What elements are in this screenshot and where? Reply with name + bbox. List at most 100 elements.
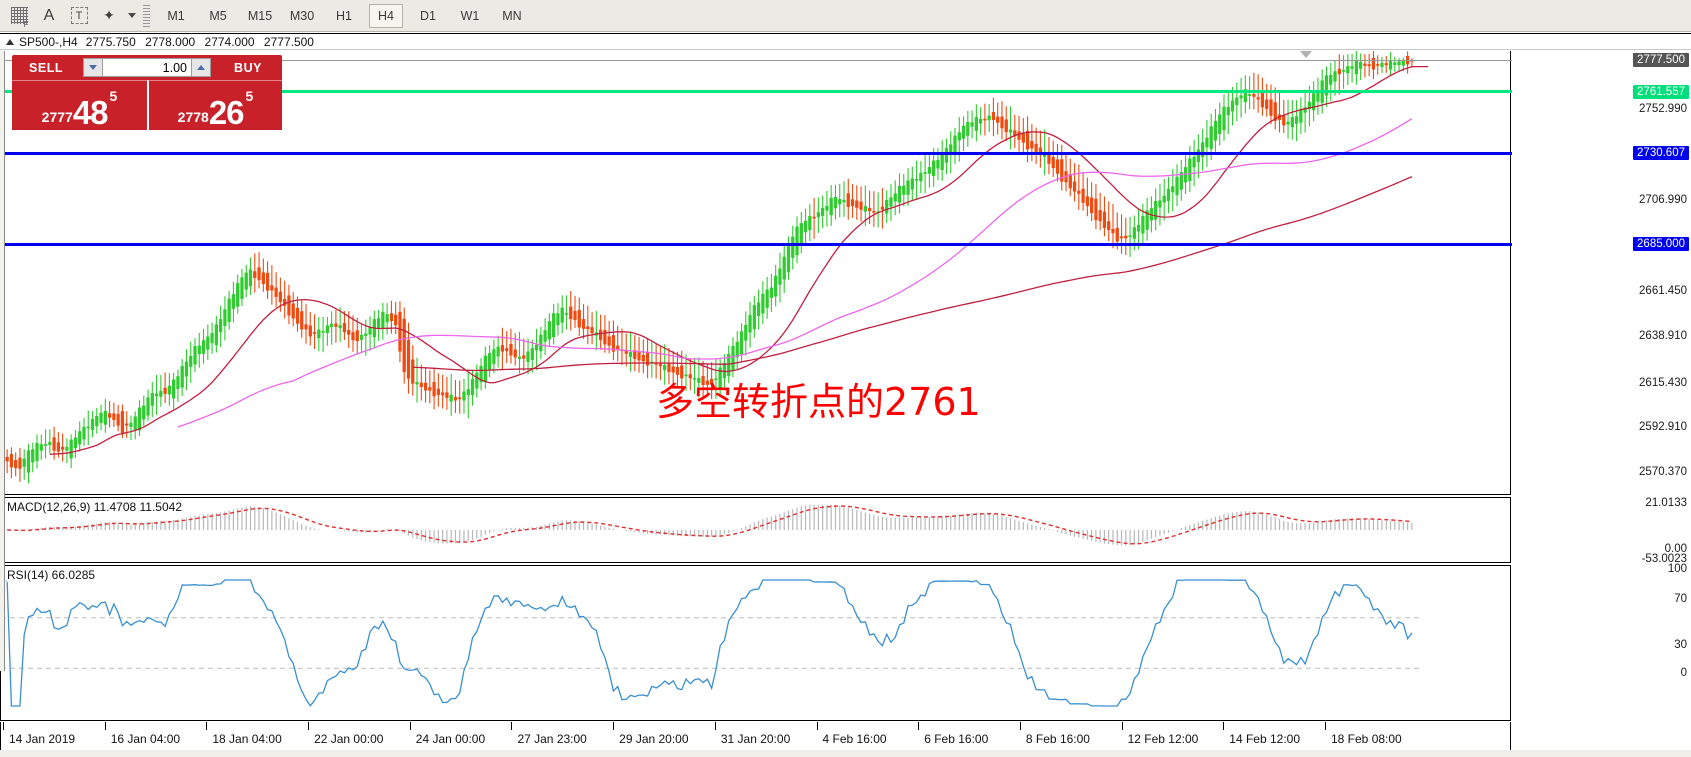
price-tick: 2592.910 (1639, 421, 1687, 434)
price-tick: 2638.910 (1639, 329, 1687, 342)
volume-increase-button[interactable] (191, 58, 211, 77)
price-tick: 2706.990 (1639, 194, 1687, 207)
time-tick: 31 Jan 20:00 (720, 732, 791, 746)
time-tick: 29 Jan 20:00 (619, 732, 689, 746)
time-tick-separator (1223, 722, 1225, 730)
ohlc-high: 2778.000 (145, 34, 196, 49)
time-tick-separator (3, 722, 4, 730)
time-tick-separator (104, 722, 106, 730)
buy-price-prefix: 2778 (177, 109, 209, 125)
current-price-line (0, 59, 1512, 61)
macd-scale-tick: 21.0133 (1645, 497, 1687, 509)
macd-scale-tick: -53.0023 (1641, 553, 1687, 565)
time-tick: 27 Jan 23:00 (517, 732, 587, 746)
ohlc-open: 2775.750 (85, 34, 136, 49)
timeframe-h1[interactable]: H1 (336, 8, 352, 23)
chart-annotation-text: 多空转折点的2761 (656, 380, 981, 424)
price-canvas (1, 51, 1510, 494)
timeframe-m30[interactable]: M30 (289, 8, 315, 23)
text-a-icon[interactable]: A (43, 6, 55, 24)
volume-decrease-button[interactable] (83, 58, 103, 77)
price-tick: 2752.990 (1639, 102, 1687, 115)
time-tick-separator (1019, 722, 1021, 730)
bottom-strip (0, 750, 1691, 757)
level-line-2730-607[interactable] (0, 151, 1512, 155)
symbol-label: SP500-,H4 (19, 34, 78, 49)
time-tick: 14 Feb 12:00 (1229, 732, 1301, 746)
rsi-scale-tick: 100 (1667, 563, 1687, 575)
price-axis[interactable]: 2777.500 2752.990 2730.607 2706.990 2685.000… (1512, 51, 1691, 495)
macd-scale-tick: 0.00 (1664, 543, 1687, 555)
time-tick-separator (816, 722, 818, 730)
time-tick-separator (308, 722, 310, 730)
text-label-icon[interactable]: T (64, 3, 94, 29)
timeframe-m5[interactable]: M5 (209, 8, 227, 23)
timeframe-mn[interactable]: MN (502, 8, 522, 23)
time-tick-separator (613, 722, 615, 730)
symbol-info-bar: SP500-,H4 2775.750 2778.000 2774.000 277… (0, 33, 1691, 50)
timeframe-d1[interactable]: D1 (420, 8, 436, 23)
price-tick: 2615.430 (1639, 376, 1687, 389)
collapse-triangle-icon[interactable] (6, 38, 14, 45)
timeframe-m1[interactable]: M1 (167, 8, 185, 23)
left-edge-strip (0, 51, 5, 671)
price-tag-2730-607: 2730.607 (1633, 146, 1689, 161)
time-tick: 16 Jan 04:00 (110, 732, 181, 746)
time-tick: 18 Feb 08:00 (1331, 732, 1402, 746)
price-tick: 2570.370 (1639, 466, 1687, 479)
volume-input[interactable]: 1.00 (103, 58, 191, 77)
macd-canvas (1, 498, 1510, 562)
rsi-scale-tick: 0 (1680, 667, 1687, 679)
macd-label: MACD(12,26,9) 11.4708 11.5042 (7, 500, 186, 514)
indicator-axis: 21.0133 0.00 -53.0023 100 70 30 0 (1512, 497, 1691, 721)
sell-button[interactable]: SELL (12, 55, 80, 80)
time-tick: 8 Feb 16:00 (1025, 732, 1090, 746)
sell-price-main: 48 (72, 93, 109, 131)
level-line-2685-000[interactable] (0, 242, 1512, 246)
buy-price-sup: 5 (245, 88, 254, 104)
price-tick: 2661.450 (1639, 285, 1687, 297)
time-tick: 14 Jan 2019 (9, 732, 76, 746)
ohlc-values: 2775.750 2778.000 2774.000 2777.500 (86, 35, 320, 49)
buy-price-block[interactable]: 2778 26 5 (147, 80, 282, 130)
time-tick: 24 Jan 00:00 (415, 732, 486, 746)
rsi-label: RSI(14) 66.0285 (7, 568, 99, 582)
timeframe-m15[interactable]: M15 (247, 8, 273, 23)
price-chart-svg (5, 51, 1428, 484)
time-tick: 4 Feb 16:00 (822, 732, 887, 746)
rsi-canvas (1, 566, 1510, 720)
time-tick-separator (714, 722, 716, 730)
objects-icon[interactable]: ✦ (103, 7, 115, 23)
sell-price-prefix: 2777 (41, 109, 73, 125)
time-tick: 12 Feb 12:00 (1127, 732, 1199, 746)
rsi-scale-tick: 30 (1674, 639, 1687, 651)
objects-dropdown-icon[interactable] (124, 3, 138, 29)
chart-top-marker (1300, 51, 1312, 58)
trade-panel-top-row: SELL 1.00 BUY (12, 55, 282, 80)
time-tick: 6 Feb 16:00 (924, 732, 989, 746)
timeframe-w1[interactable]: W1 (460, 8, 480, 23)
price-tag-2777-500: 2777.500 (1633, 52, 1689, 67)
macd-chart-svg (7, 504, 1413, 546)
price-pane[interactable]: 多空转折点的2761 (0, 51, 1511, 495)
time-tick-separator (918, 722, 920, 730)
main-toolbar: F A T ✦ M1 M5 M15 M30 H1 H4 D1 W1 MN (0, 0, 1691, 32)
time-tick: 18 Jan 04:00 (212, 732, 282, 746)
sell-price-block[interactable]: 2777 48 5 (12, 80, 147, 130)
buy-button[interactable]: BUY (214, 55, 282, 80)
time-tick-separator (206, 722, 208, 730)
rsi-pane[interactable]: RSI(14) 66.0285 (0, 565, 1511, 721)
one-click-trade-panel[interactable]: SELL 1.00 BUY 2777 48 5 2778 26 5 (12, 55, 282, 130)
ohlc-close: 2777.500 (263, 34, 314, 49)
time-tick-separator (409, 722, 411, 730)
crosshair-f-icon[interactable]: F (4, 3, 34, 29)
macd-pane[interactable]: MACD(12,26,9) 11.4708 11.5042 (0, 497, 1511, 563)
volume-control[interactable]: 1.00 (80, 55, 214, 80)
buy-price-main: 26 (208, 93, 245, 131)
time-tick-separator (1325, 722, 1326, 730)
level-line-2761-557[interactable] (0, 90, 1512, 94)
toolbar-separator (143, 4, 150, 27)
price-tag-2761-557: 2761.557 (1633, 84, 1689, 99)
timeframe-h4[interactable]: H4 (369, 3, 403, 28)
ohlc-low: 2774.000 (204, 34, 255, 49)
